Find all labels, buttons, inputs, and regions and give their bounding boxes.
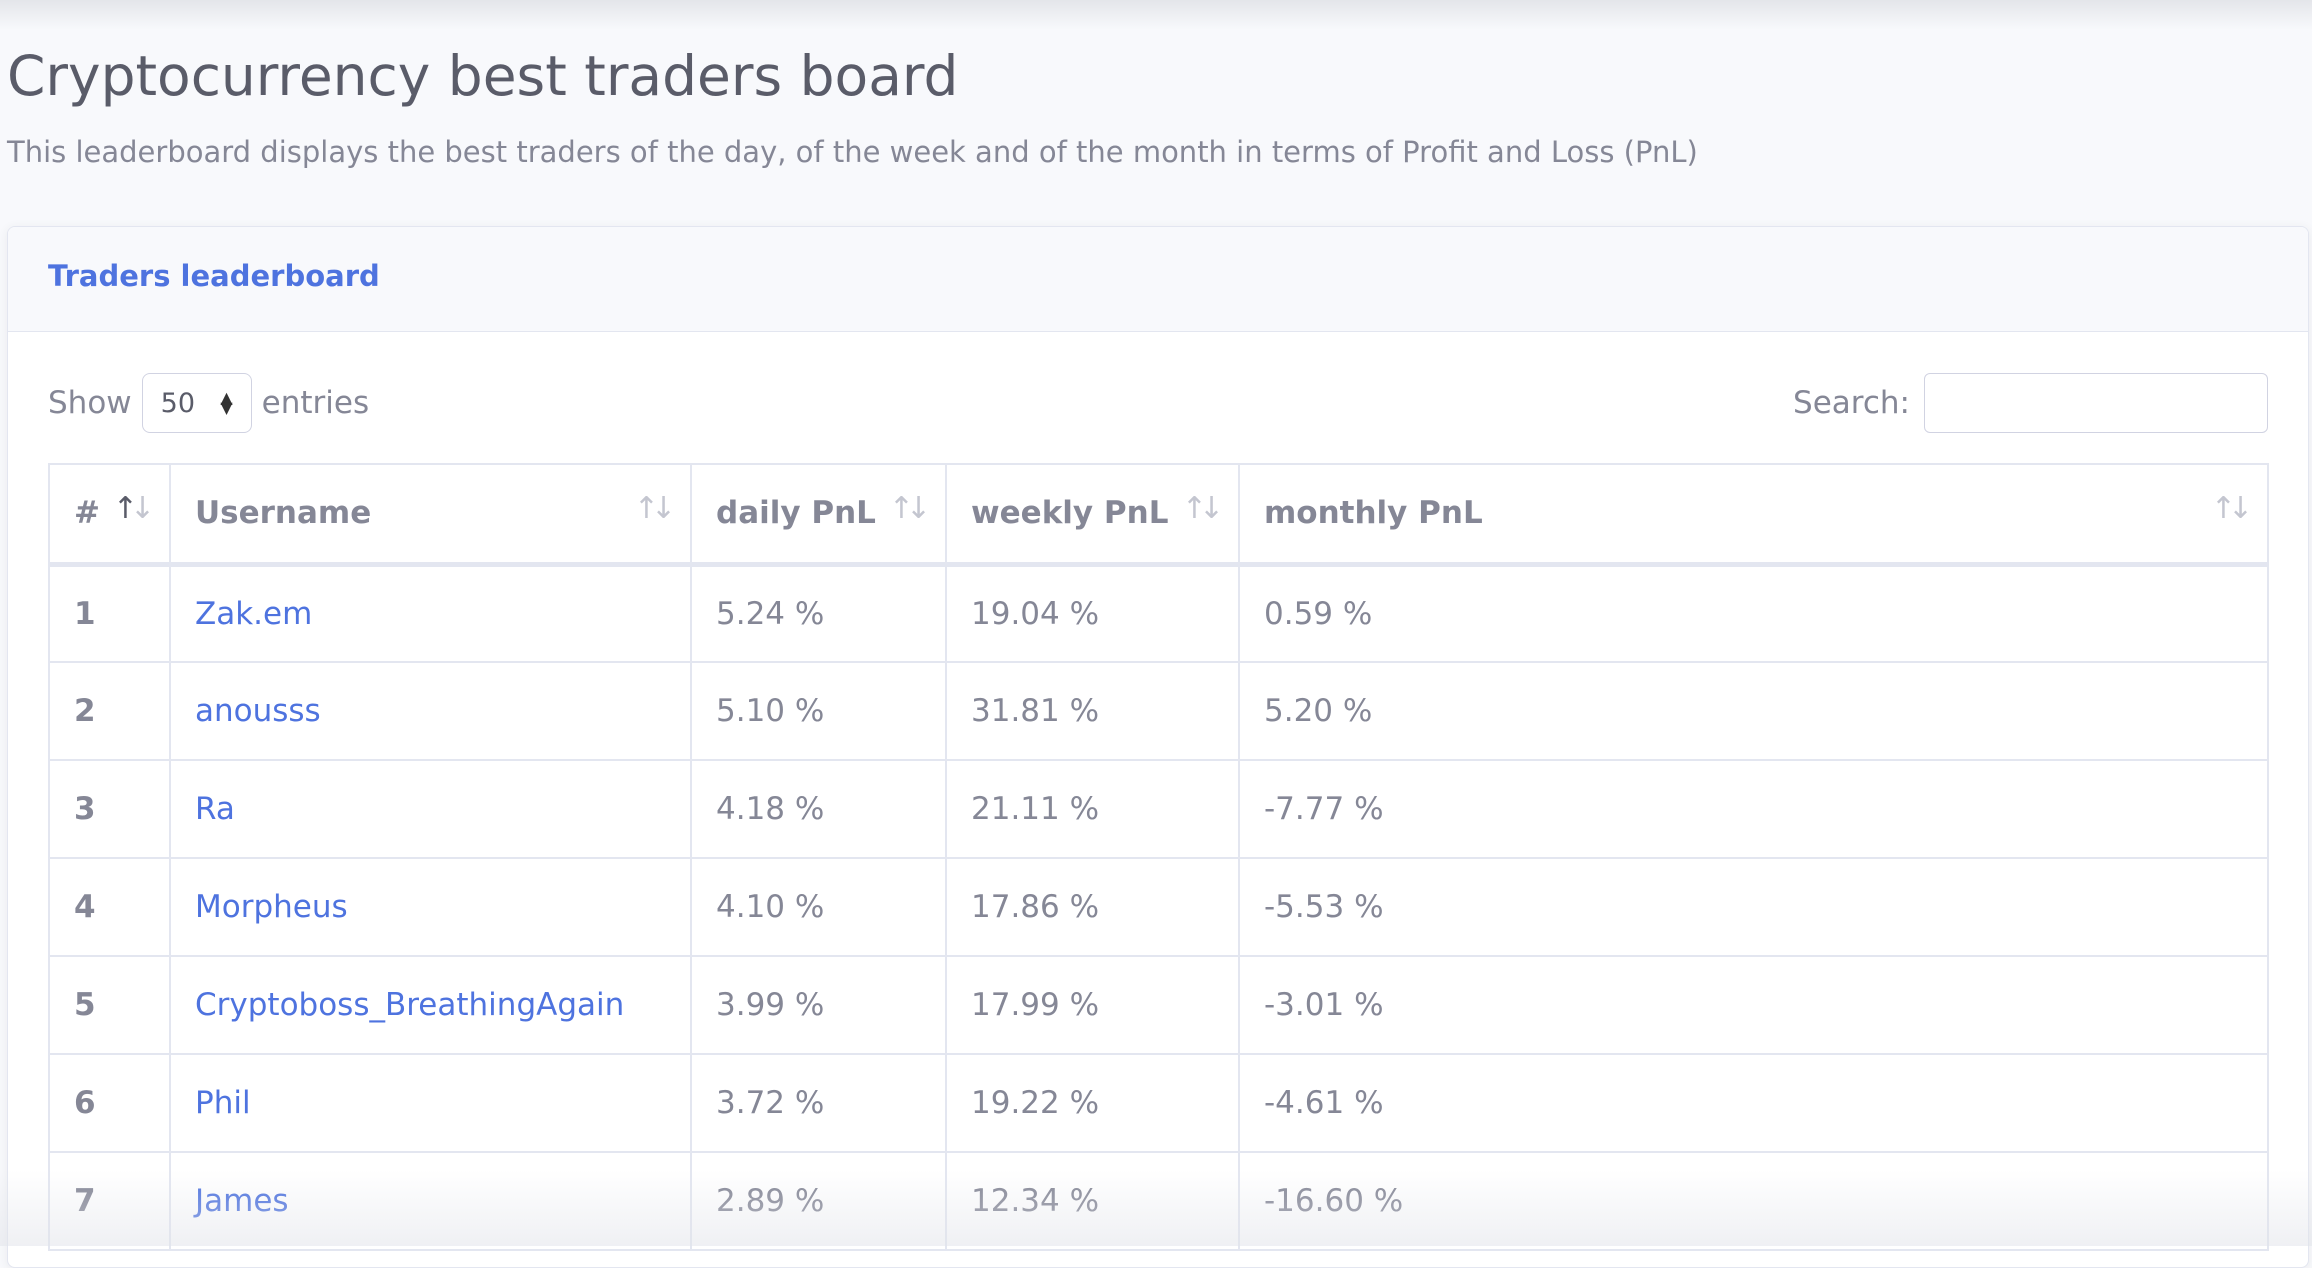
- username-link[interactable]: Cryptoboss_BreathingAgain: [195, 987, 625, 1023]
- column-header-label: daily PnL: [716, 495, 876, 532]
- username-cell: James: [169, 1151, 692, 1251]
- top-shade: [0, 0, 2312, 30]
- sort-asc-icon: ↑↓: [112, 491, 155, 526]
- username-cell: Phil: [169, 1053, 692, 1153]
- leaderboard-card: Traders leaderboard Show 50 ▲ ▼ entries S…: [7, 226, 2309, 1268]
- entries-select-value: 50: [160, 387, 196, 419]
- page-title: Cryptocurrency best traders board: [7, 44, 959, 108]
- rank-cell: 5: [48, 955, 171, 1055]
- column-header-label: Username: [195, 495, 372, 532]
- daily-pnl-cell: 5.10 %: [690, 661, 947, 761]
- sort-icon: ↑↓: [1181, 491, 1224, 526]
- table-row: 6 Phil 3.72 % 19.22 % -4.61 %: [48, 1053, 2269, 1153]
- username-cell: Morpheus: [169, 857, 692, 957]
- column-header-monthly-pnl[interactable]: monthly PnL ↑↓: [1238, 463, 2269, 567]
- monthly-pnl-cell: -3.01 %: [1238, 955, 2269, 1055]
- weekly-pnl-cell: 31.81 %: [945, 661, 1240, 761]
- username-cell: Ra: [169, 759, 692, 859]
- column-header-label: weekly PnL: [971, 495, 1169, 532]
- table-row: 5 Cryptoboss_BreathingAgain 3.99 % 17.99…: [48, 955, 2269, 1055]
- entries-select[interactable]: 50 ▲ ▼: [141, 373, 252, 433]
- monthly-pnl-cell: 0.59 %: [1238, 563, 2269, 663]
- rank-cell: 4: [48, 857, 171, 957]
- column-header-label: monthly PnL: [1264, 495, 1483, 532]
- username-link[interactable]: anousss: [195, 693, 321, 729]
- username-cell: anousss: [169, 661, 692, 761]
- table-row: 3 Ra 4.18 % 21.11 % -7.77 %: [48, 759, 2269, 859]
- search-label: Search:: [1793, 385, 1910, 421]
- username-cell: Cryptoboss_BreathingAgain: [169, 955, 692, 1055]
- daily-pnl-cell: 3.99 %: [690, 955, 947, 1055]
- weekly-pnl-cell: 17.86 %: [945, 857, 1240, 957]
- weekly-pnl-cell: 19.04 %: [945, 563, 1240, 663]
- leaderboard-table: # ↑↓ Username ↑↓ daily PnL ↑↓ weekly PnL…: [48, 463, 2269, 1251]
- entries-label: entries: [261, 385, 370, 421]
- weekly-pnl-cell: 17.99 %: [945, 955, 1240, 1055]
- column-header-weekly-pnl[interactable]: weekly PnL ↑↓: [945, 463, 1240, 567]
- column-header-rank[interactable]: # ↑↓: [48, 463, 171, 567]
- daily-pnl-cell: 4.18 %: [690, 759, 947, 859]
- rank-cell: 7: [48, 1151, 171, 1251]
- column-header-username[interactable]: Username ↑↓: [169, 463, 692, 567]
- card-title: Traders leaderboard: [48, 259, 380, 293]
- card-header: Traders leaderboard: [8, 227, 2308, 332]
- monthly-pnl-cell: -4.61 %: [1238, 1053, 2269, 1153]
- username-link[interactable]: Phil: [195, 1085, 251, 1121]
- table-row: 7 James 2.89 % 12.34 % -16.60 %: [48, 1151, 2269, 1251]
- username-cell: Zak.em: [169, 563, 692, 663]
- chevron-updown-icon: ▲ ▼: [220, 388, 233, 417]
- column-header-label: #: [74, 495, 100, 532]
- entries-length-control: Show 50 ▲ ▼ entries: [48, 372, 369, 434]
- daily-pnl-cell: 4.10 %: [690, 857, 947, 957]
- show-label: Show: [48, 385, 132, 421]
- monthly-pnl-cell: -5.53 %: [1238, 857, 2269, 957]
- daily-pnl-cell: 5.24 %: [690, 563, 947, 663]
- daily-pnl-cell: 2.89 %: [690, 1151, 947, 1251]
- monthly-pnl-cell: 5.20 %: [1238, 661, 2269, 761]
- rank-cell: 6: [48, 1053, 171, 1153]
- monthly-pnl-cell: -7.77 %: [1238, 759, 2269, 859]
- weekly-pnl-cell: 19.22 %: [945, 1053, 1240, 1153]
- sort-icon: ↑↓: [633, 491, 676, 526]
- table-header-row: # ↑↓ Username ↑↓ daily PnL ↑↓ weekly PnL…: [48, 463, 2269, 567]
- page-subtitle: This leaderboard displays the best trade…: [7, 135, 1698, 169]
- search-input[interactable]: [1924, 373, 2268, 433]
- column-header-daily-pnl[interactable]: daily PnL ↑↓: [690, 463, 947, 567]
- rank-cell: 3: [48, 759, 171, 859]
- table-row: 4 Morpheus 4.10 % 17.86 % -5.53 %: [48, 857, 2269, 957]
- username-link[interactable]: Zak.em: [195, 595, 313, 632]
- weekly-pnl-cell: 12.34 %: [945, 1151, 1240, 1251]
- table-row: 1 Zak.em 5.24 % 19.04 % 0.59 %: [48, 563, 2269, 663]
- sort-icon: ↑↓: [2210, 491, 2253, 526]
- table-row: 2 anousss 5.10 % 31.81 % 5.20 %: [48, 661, 2269, 761]
- search-control: Search:: [1793, 372, 2268, 434]
- username-link[interactable]: Morpheus: [195, 889, 348, 925]
- username-link[interactable]: James: [195, 1183, 289, 1219]
- username-link[interactable]: Ra: [195, 791, 235, 827]
- rank-cell: 1: [48, 563, 171, 663]
- monthly-pnl-cell: -16.60 %: [1238, 1151, 2269, 1251]
- sort-icon: ↑↓: [888, 491, 931, 526]
- daily-pnl-cell: 3.72 %: [690, 1053, 947, 1153]
- weekly-pnl-cell: 21.11 %: [945, 759, 1240, 859]
- rank-cell: 2: [48, 661, 171, 761]
